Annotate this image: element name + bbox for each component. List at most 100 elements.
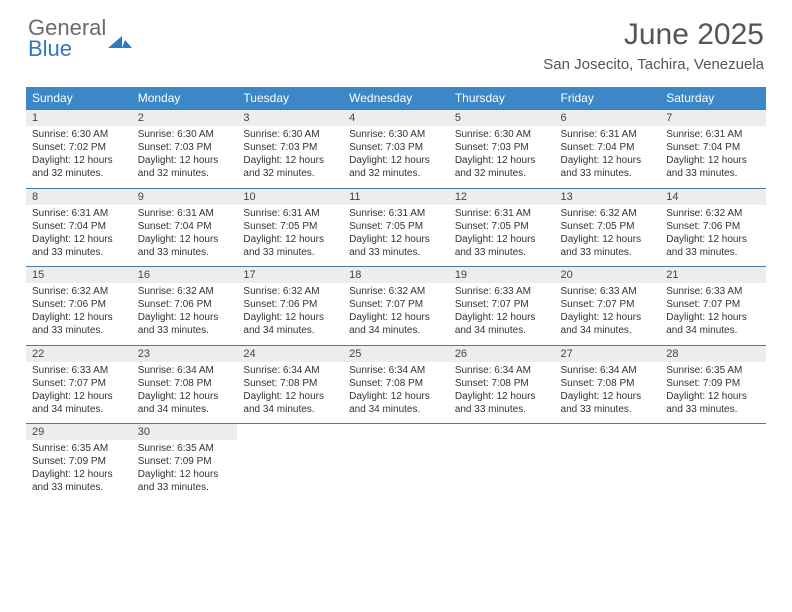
daylight-line: Daylight: 12 hours and 34 minutes.: [349, 390, 443, 416]
sunrise-line: Sunrise: 6:31 AM: [243, 207, 337, 220]
day-content-cell: Sunrise: 6:31 AMSunset: 7:04 PMDaylight:…: [555, 126, 661, 188]
day-content-cell: Sunrise: 6:32 AMSunset: 7:06 PMDaylight:…: [26, 283, 132, 345]
page-title: June 2025: [543, 18, 764, 52]
daylight-line: Daylight: 12 hours and 33 minutes.: [138, 468, 232, 494]
daylight-line: Daylight: 12 hours and 33 minutes.: [666, 390, 760, 416]
day-content-cell: [449, 440, 555, 502]
day-content-cell: Sunrise: 6:33 AMSunset: 7:07 PMDaylight:…: [26, 362, 132, 424]
day-content-cell: Sunrise: 6:35 AMSunset: 7:09 PMDaylight:…: [660, 362, 766, 424]
day-content-cell: Sunrise: 6:30 AMSunset: 7:03 PMDaylight:…: [343, 126, 449, 188]
sunset-line: Sunset: 7:03 PM: [455, 141, 549, 154]
sunrise-line: Sunrise: 6:31 AM: [138, 207, 232, 220]
sunrise-line: Sunrise: 6:31 AM: [349, 207, 443, 220]
day-number-cell: 8: [26, 188, 132, 205]
daynum-row: 15161718192021: [26, 267, 766, 284]
day-content-cell: Sunrise: 6:32 AMSunset: 7:05 PMDaylight:…: [555, 205, 661, 267]
sunrise-line: Sunrise: 6:34 AM: [243, 364, 337, 377]
day-content-cell: Sunrise: 6:30 AMSunset: 7:02 PMDaylight:…: [26, 126, 132, 188]
sunrise-line: Sunrise: 6:31 AM: [455, 207, 549, 220]
daylight-line: Daylight: 12 hours and 33 minutes.: [32, 468, 126, 494]
logo-mark-icon: [108, 30, 134, 50]
daylight-line: Daylight: 12 hours and 34 minutes.: [666, 311, 760, 337]
sunset-line: Sunset: 7:04 PM: [666, 141, 760, 154]
day-content-cell: Sunrise: 6:31 AMSunset: 7:04 PMDaylight:…: [132, 205, 238, 267]
sunset-line: Sunset: 7:07 PM: [32, 377, 126, 390]
daylight-line: Daylight: 12 hours and 32 minutes.: [32, 154, 126, 180]
day-number-cell: 24: [237, 345, 343, 362]
day-content-cell: Sunrise: 6:34 AMSunset: 7:08 PMDaylight:…: [343, 362, 449, 424]
sunset-line: Sunset: 7:07 PM: [561, 298, 655, 311]
daylight-line: Daylight: 12 hours and 33 minutes.: [561, 390, 655, 416]
content-row: Sunrise: 6:35 AMSunset: 7:09 PMDaylight:…: [26, 440, 766, 502]
daylight-line: Daylight: 12 hours and 33 minutes.: [561, 233, 655, 259]
title-block: June 2025 San Josecito, Tachira, Venezue…: [543, 18, 764, 73]
day-content-cell: Sunrise: 6:33 AMSunset: 7:07 PMDaylight:…: [660, 283, 766, 345]
day-content-cell: [237, 440, 343, 502]
sunrise-line: Sunrise: 6:32 AM: [32, 285, 126, 298]
sunset-line: Sunset: 7:03 PM: [243, 141, 337, 154]
day-content-cell: Sunrise: 6:34 AMSunset: 7:08 PMDaylight:…: [449, 362, 555, 424]
sunset-line: Sunset: 7:08 PM: [243, 377, 337, 390]
day-content-cell: Sunrise: 6:31 AMSunset: 7:05 PMDaylight:…: [237, 205, 343, 267]
sunset-line: Sunset: 7:05 PM: [349, 220, 443, 233]
daylight-line: Daylight: 12 hours and 32 minutes.: [349, 154, 443, 180]
day-number-cell: 28: [660, 345, 766, 362]
day-number-cell: 3: [237, 110, 343, 127]
sunrise-line: Sunrise: 6:30 AM: [243, 128, 337, 141]
day-content-cell: Sunrise: 6:31 AMSunset: 7:05 PMDaylight:…: [343, 205, 449, 267]
header: General Blue June 2025 San Josecito, Tac…: [0, 0, 792, 79]
daylight-line: Daylight: 12 hours and 33 minutes.: [32, 233, 126, 259]
daylight-line: Daylight: 12 hours and 33 minutes.: [349, 233, 443, 259]
sunrise-line: Sunrise: 6:33 AM: [455, 285, 549, 298]
sunset-line: Sunset: 7:07 PM: [455, 298, 549, 311]
calendar-table: SundayMondayTuesdayWednesdayThursdayFrid…: [26, 87, 766, 502]
day-number-cell: 19: [449, 267, 555, 284]
day-number-cell: 9: [132, 188, 238, 205]
sunset-line: Sunset: 7:04 PM: [32, 220, 126, 233]
daynum-row: 22232425262728: [26, 345, 766, 362]
sunrise-line: Sunrise: 6:35 AM: [138, 442, 232, 455]
day-number-cell: 14: [660, 188, 766, 205]
day-number-cell: [449, 424, 555, 441]
daylight-line: Daylight: 12 hours and 33 minutes.: [455, 390, 549, 416]
content-row: Sunrise: 6:30 AMSunset: 7:02 PMDaylight:…: [26, 126, 766, 188]
day-number-cell: 7: [660, 110, 766, 127]
sunrise-line: Sunrise: 6:32 AM: [138, 285, 232, 298]
sunrise-line: Sunrise: 6:35 AM: [32, 442, 126, 455]
sunrise-line: Sunrise: 6:34 AM: [455, 364, 549, 377]
sunset-line: Sunset: 7:08 PM: [561, 377, 655, 390]
sunrise-line: Sunrise: 6:31 AM: [561, 128, 655, 141]
sunset-line: Sunset: 7:06 PM: [243, 298, 337, 311]
day-content-cell: [343, 440, 449, 502]
day-content-cell: Sunrise: 6:30 AMSunset: 7:03 PMDaylight:…: [237, 126, 343, 188]
sunset-line: Sunset: 7:08 PM: [455, 377, 549, 390]
sunset-line: Sunset: 7:06 PM: [32, 298, 126, 311]
sunrise-line: Sunrise: 6:34 AM: [138, 364, 232, 377]
page-subtitle: San Josecito, Tachira, Venezuela: [543, 56, 764, 73]
calendar-header-row: SundayMondayTuesdayWednesdayThursdayFrid…: [26, 87, 766, 110]
day-number-cell: [660, 424, 766, 441]
day-number-cell: 25: [343, 345, 449, 362]
day-number-cell: 13: [555, 188, 661, 205]
day-number-cell: 26: [449, 345, 555, 362]
sunrise-line: Sunrise: 6:33 AM: [666, 285, 760, 298]
day-content-cell: Sunrise: 6:34 AMSunset: 7:08 PMDaylight:…: [132, 362, 238, 424]
day-content-cell: Sunrise: 6:33 AMSunset: 7:07 PMDaylight:…: [449, 283, 555, 345]
day-number-cell: 20: [555, 267, 661, 284]
sunrise-line: Sunrise: 6:30 AM: [349, 128, 443, 141]
day-number-cell: 22: [26, 345, 132, 362]
day-content-cell: Sunrise: 6:31 AMSunset: 7:04 PMDaylight:…: [26, 205, 132, 267]
daylight-line: Daylight: 12 hours and 33 minutes.: [455, 233, 549, 259]
day-content-cell: [660, 440, 766, 502]
sunset-line: Sunset: 7:09 PM: [32, 455, 126, 468]
daylight-line: Daylight: 12 hours and 33 minutes.: [32, 311, 126, 337]
sunrise-line: Sunrise: 6:32 AM: [666, 207, 760, 220]
sunrise-line: Sunrise: 6:31 AM: [32, 207, 126, 220]
day-number-cell: 18: [343, 267, 449, 284]
day-number-cell: [555, 424, 661, 441]
daylight-line: Daylight: 12 hours and 33 minutes.: [561, 154, 655, 180]
sunrise-line: Sunrise: 6:31 AM: [666, 128, 760, 141]
sunset-line: Sunset: 7:05 PM: [455, 220, 549, 233]
sunrise-line: Sunrise: 6:30 AM: [455, 128, 549, 141]
day-content-cell: Sunrise: 6:31 AMSunset: 7:05 PMDaylight:…: [449, 205, 555, 267]
